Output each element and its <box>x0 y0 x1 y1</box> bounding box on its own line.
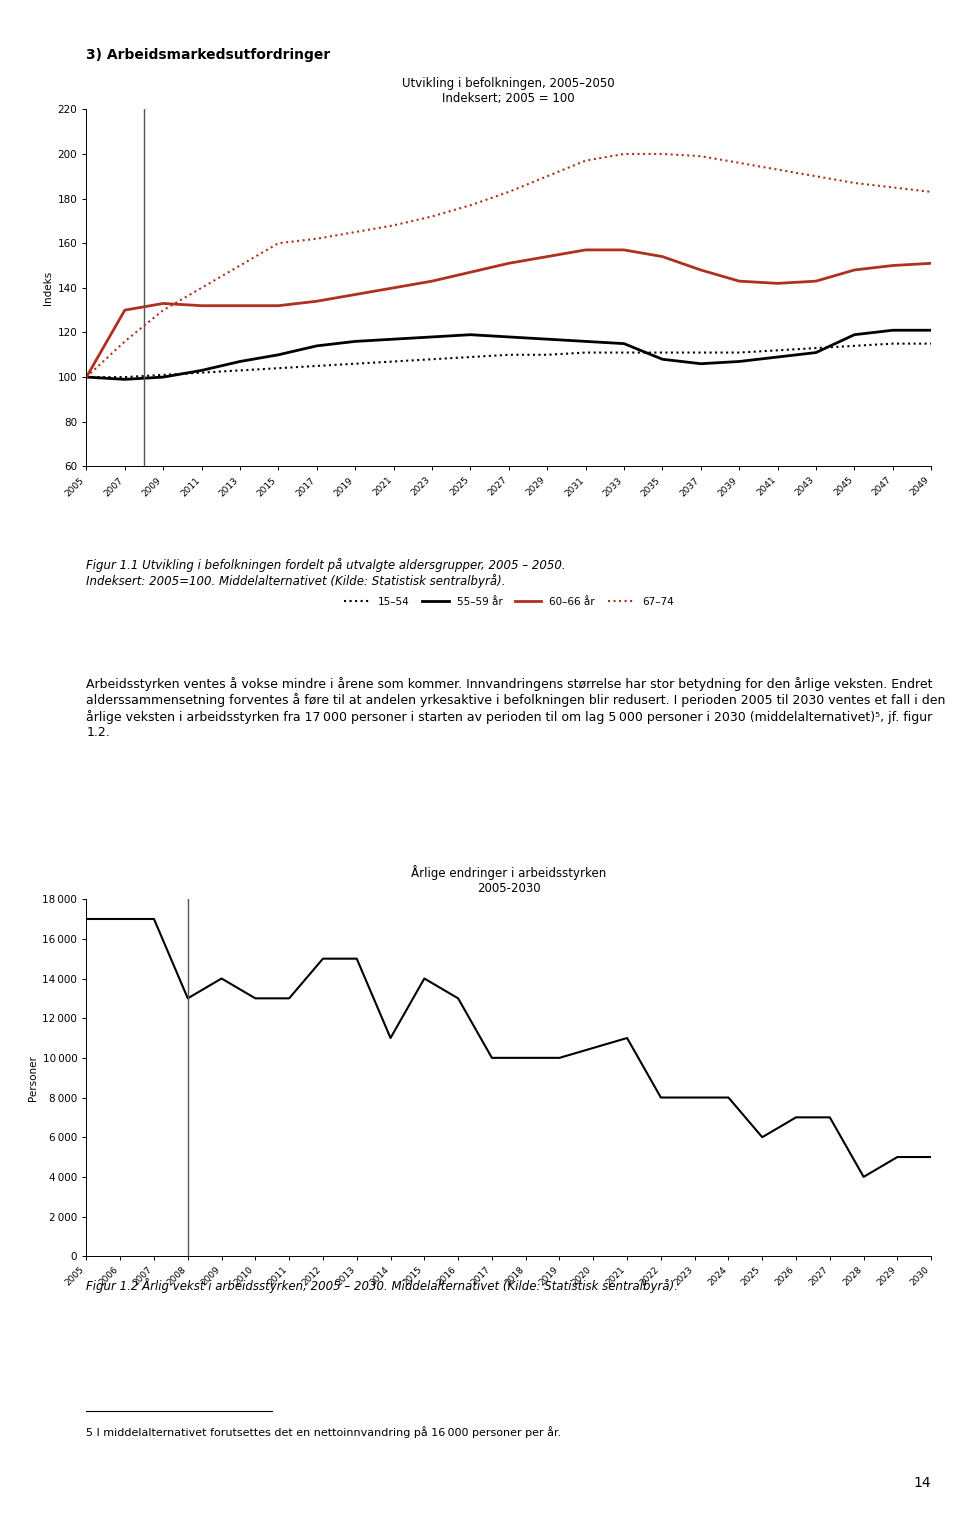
Text: Figur 1.2 Årlig vekst i arbeidsstyrken, 2005 – 2030. Middelalternativet (Kilde: : Figur 1.2 Årlig vekst i arbeidsstyrken, … <box>86 1277 679 1292</box>
Title: Utvikling i befolkningen, 2005–2050
Indeksert; 2005 = 100: Utvikling i befolkningen, 2005–2050 Inde… <box>402 77 615 105</box>
Text: Figur 1.1 Utvikling i befolkningen fordelt på utvalgte aldersgrupper, 2005 – 205: Figur 1.1 Utvikling i befolkningen forde… <box>86 558 566 589</box>
Title: Årlige endringer i arbeidsstyrken
2005-2030: Årlige endringer i arbeidsstyrken 2005-2… <box>411 865 607 895</box>
Legend: 15–54, 55–59 år, 60–66 år, 67–74: 15–54, 55–59 år, 60–66 år, 67–74 <box>340 593 678 611</box>
Y-axis label: Indeks: Indeks <box>43 270 54 305</box>
Y-axis label: Personer: Personer <box>29 1054 38 1101</box>
Text: Arbeidsstyrken ventes å vokse mindre i årene som kommer. Innvandringens størrels: Arbeidsstyrken ventes å vokse mindre i å… <box>86 678 946 739</box>
Text: 5 I middelalternativet forutsettes det en nettoinnvandring på 16 000 personer pe: 5 I middelalternativet forutsettes det e… <box>86 1426 562 1438</box>
Text: 14: 14 <box>914 1476 931 1490</box>
Text: 3) Arbeidsmarkedsutfordringer: 3) Arbeidsmarkedsutfordringer <box>86 49 330 62</box>
